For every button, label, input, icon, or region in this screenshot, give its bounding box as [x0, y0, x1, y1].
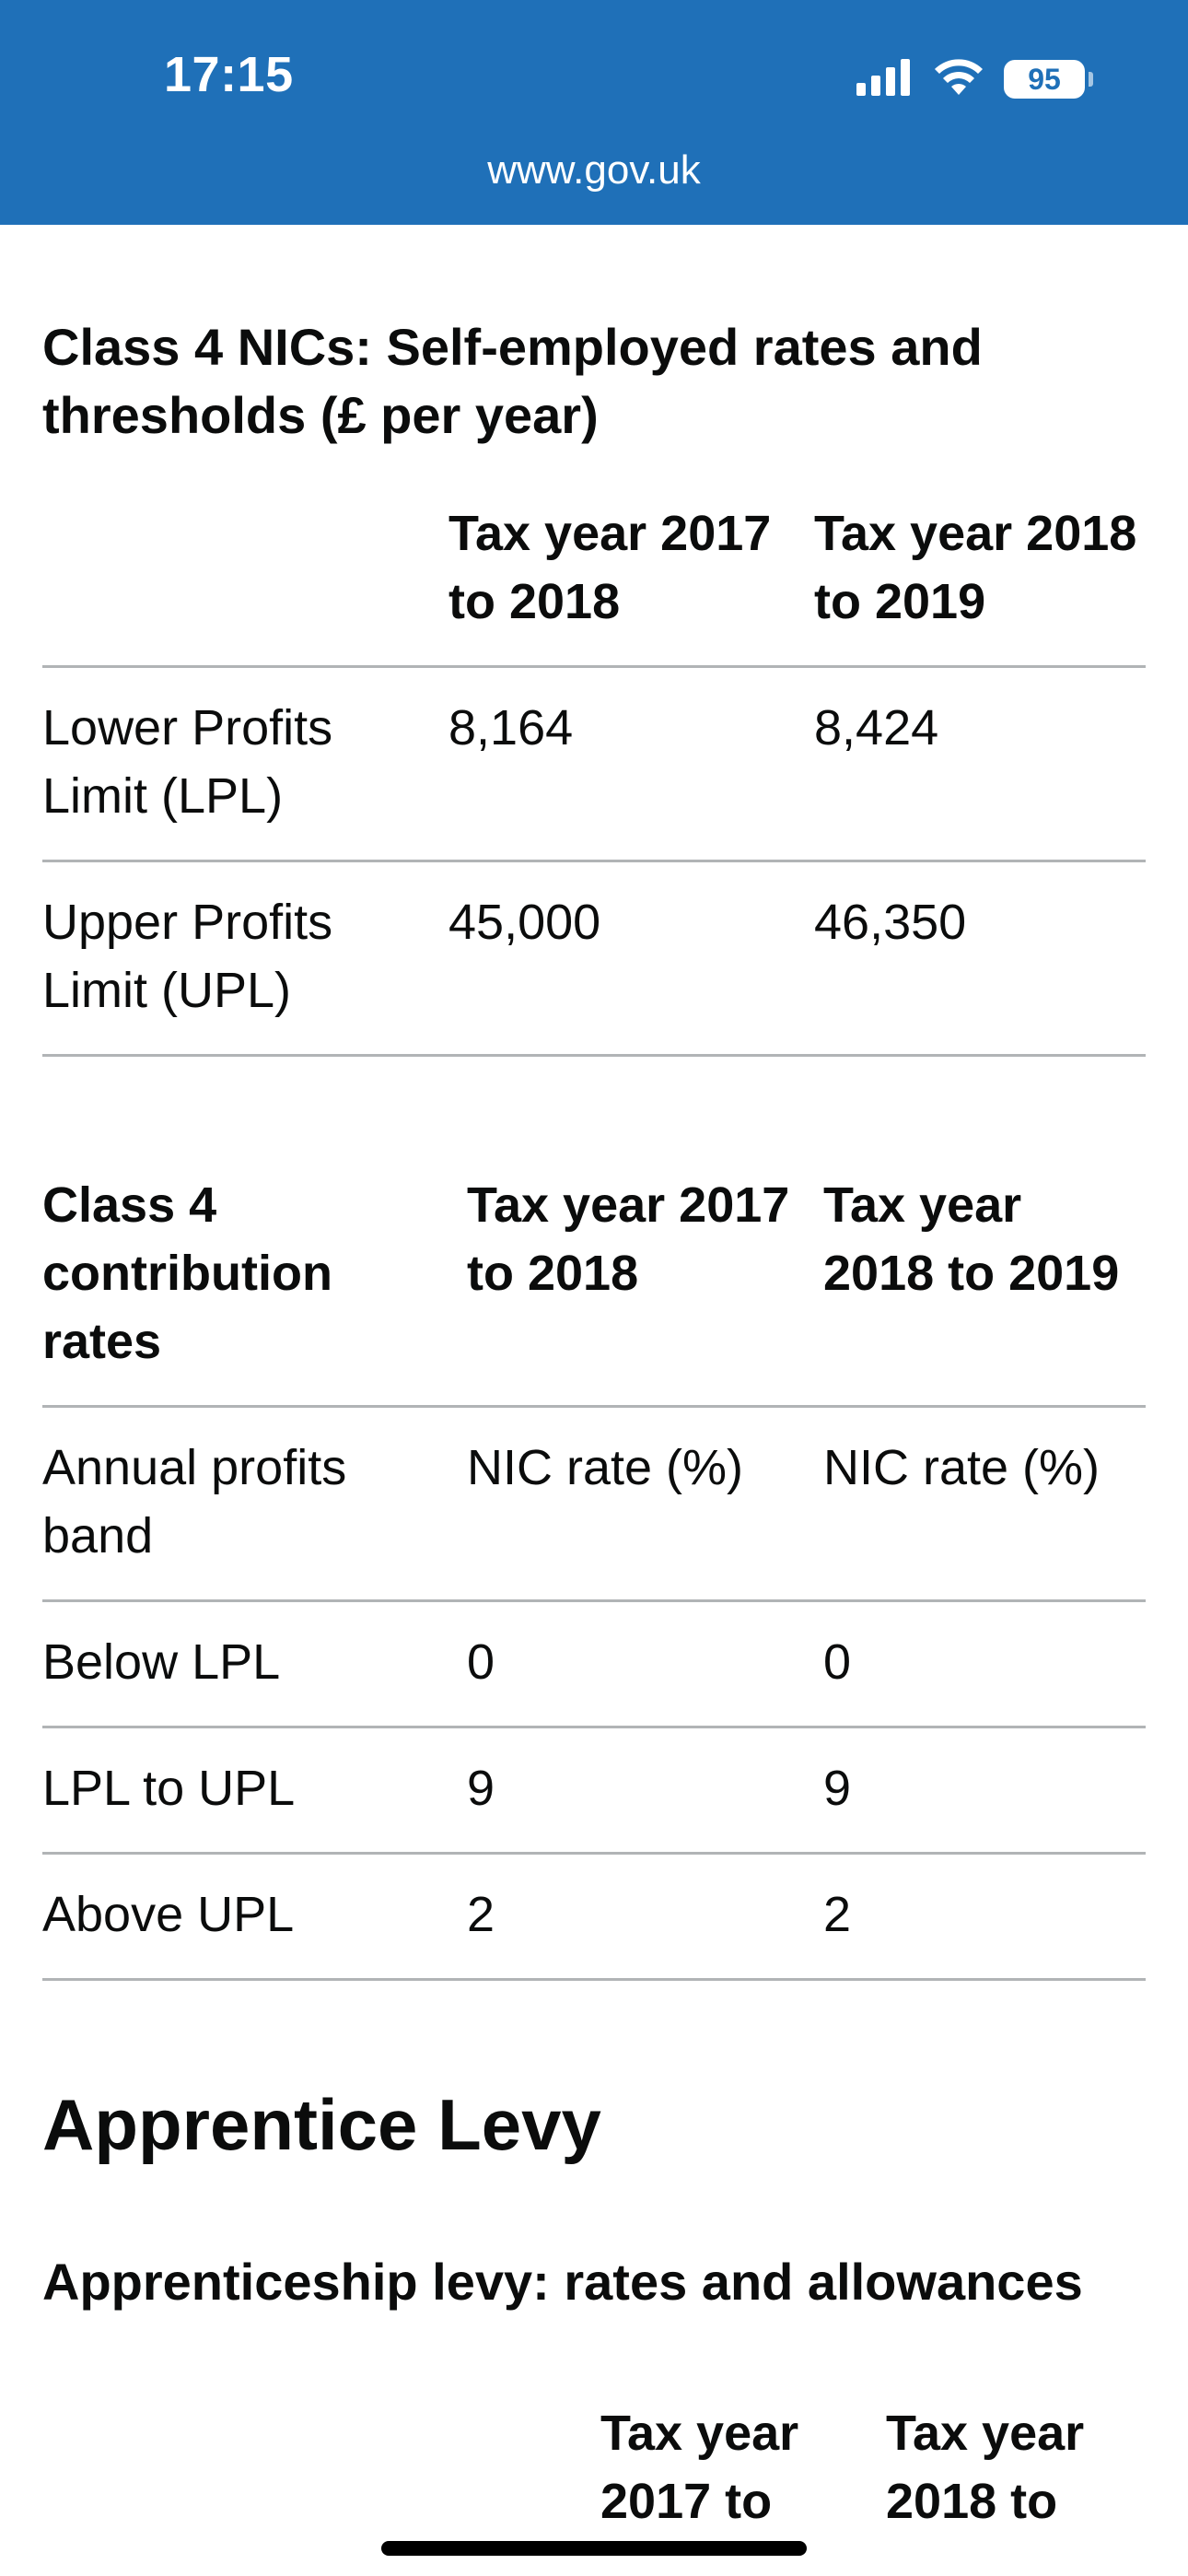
table-cell: 2 — [467, 1853, 823, 1981]
table-header-cell: Tax year 2018 to 2019 — [823, 1145, 1146, 1408]
status-time: 17:15 — [164, 47, 294, 102]
table-row: LPL to UPL 9 9 — [42, 1727, 1146, 1855]
table-header-cell: Tax year 2018 to — [886, 2406, 1085, 2529]
status-icons: 95 — [855, 57, 1093, 101]
wifi-icon — [932, 58, 985, 101]
url-address[interactable]: www.gov.uk — [487, 147, 701, 193]
table-row: Below LPL 0 0 — [42, 1600, 1146, 1728]
table-cell: NIC rate (%) — [467, 1406, 823, 1602]
browser-top-bar: 17:15 95 www.gov.uk — [0, 0, 1188, 225]
class4-title: Class 4 NICs: Self-employed rates and th… — [42, 318, 983, 444]
table-cell: 9 — [467, 1727, 823, 1855]
table-cell: 9 — [823, 1727, 1146, 1855]
table-cell: Lower Profits Limit (LPL) — [42, 666, 448, 862]
battery-icon: 95 — [1004, 60, 1093, 99]
table-cell: Annual profits band — [42, 1406, 467, 1602]
home-indicator[interactable] — [381, 2541, 807, 2556]
table-row: Lower Profits Limit (LPL) 8,164 8,424 — [42, 666, 1146, 862]
table-cell: 8,424 — [814, 666, 1146, 862]
table-header-cell: Tax year 2017 to 2018 — [467, 1145, 823, 1408]
table-cell: 8,164 — [448, 666, 814, 862]
table-cell: NIC rate (%) — [823, 1406, 1146, 1602]
table-cell: LPL to UPL — [42, 1727, 467, 1855]
apprentice-levy-heading: Apprentice Levy — [42, 2084, 601, 2165]
table-cell: 45,000 — [448, 861, 814, 1057]
table-cell: 46,350 — [814, 861, 1146, 1057]
thresholds-table: Tax year 2017 to 2018 Tax year 2018 to 2… — [42, 474, 1146, 1057]
levy-table-clip: Tax year 2017 to Tax year 2018 to — [42, 2373, 1146, 2558]
table-header-cell: Class 4 contribution rates — [42, 1145, 467, 1408]
table-cell: Above UPL — [42, 1853, 467, 1981]
table-cell: 0 — [467, 1600, 823, 1728]
table-header-cell — [42, 474, 448, 668]
table-cell: Below LPL — [42, 1600, 467, 1728]
page-content: Class 4 NICs: Self-employed rates and th… — [42, 225, 1146, 2558]
levy-table: Tax year 2017 to Tax year 2018 to — [42, 2373, 1146, 2558]
cellular-signal-icon — [855, 58, 914, 100]
table-cell: 2 — [823, 1853, 1146, 1981]
table-row: Annual profits band NIC rate (%) NIC rat… — [42, 1406, 1146, 1602]
apprenticeship-levy-subheading: Apprenticeship levy: rates and allowance… — [42, 2253, 1083, 2311]
table-row: Upper Profits Limit (UPL) 45,000 46,350 — [42, 861, 1146, 1057]
table-header-cell: Tax year 2017 to — [600, 2406, 799, 2529]
table-header-cell: Tax year 2018 to 2019 — [814, 474, 1146, 668]
table-header-cell — [42, 2373, 600, 2558]
table-row: Above UPL 2 2 — [42, 1853, 1146, 1981]
table-cell: Upper Profits Limit (UPL) — [42, 861, 448, 1057]
table-header-cell: Tax year 2017 to 2018 — [448, 474, 814, 668]
table-header-row: Tax year 2017 to Tax year 2018 to — [42, 2373, 1146, 2558]
rates-table: Class 4 contribution rates Tax year 2017… — [42, 1145, 1146, 1981]
table-header-row: Tax year 2017 to 2018 Tax year 2018 to 2… — [42, 474, 1146, 668]
table-header-row: Class 4 contribution rates Tax year 2017… — [42, 1145, 1146, 1408]
table-cell: 0 — [823, 1600, 1146, 1728]
